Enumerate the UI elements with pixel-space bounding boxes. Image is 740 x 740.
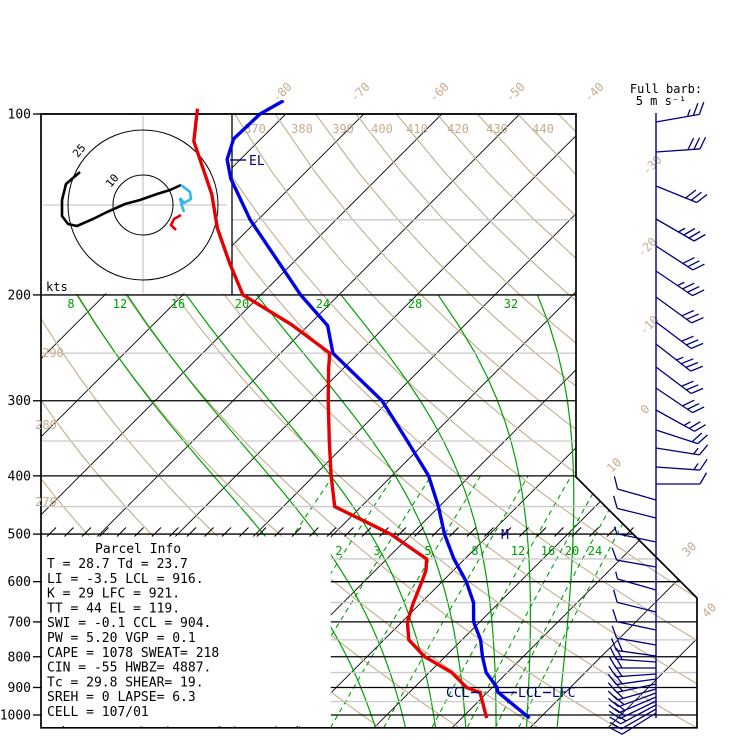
svg-text:Full barb:: Full barb: [630,82,702,96]
svg-text:8: 8 [471,544,478,558]
hodograph-mask [41,114,232,294]
svg-text:410: 410 [406,122,428,136]
svg-text:5: 5 [424,544,431,558]
full-barb-legend: Full barb:5 m s⁻¹ [630,82,702,108]
svg-text:SREH = 0 LAPSE= 6.3: SREH = 0 LAPSE= 6.3 [47,690,196,705]
svg-text:290: 290 [42,346,64,360]
parcel-info-mask [41,536,331,726]
svg-text:24: 24 [316,297,330,311]
svg-text:LFC: LFC [552,686,575,701]
svg-text:Parcel Info: Parcel Info [95,542,181,557]
svg-text:LCL: LCL [518,686,542,701]
svg-text:600: 600 [8,575,31,590]
svg-text:5 m s⁻¹: 5 m s⁻¹ [636,94,687,108]
svg-text:28: 28 [408,297,422,311]
svg-text:8: 8 [67,297,74,311]
svg-text:380: 380 [291,122,313,136]
svg-text:16: 16 [171,297,185,311]
svg-text:430: 430 [486,122,508,136]
svg-text:400: 400 [371,122,393,136]
svg-text:800: 800 [8,650,31,665]
hatch-marks-500hpa [46,527,634,537]
svg-text:2: 2 [335,544,342,558]
svg-text:SWI = -0.1 CCL = 904.: SWI = -0.1 CCL = 904. [47,616,211,631]
svg-text:TT = 44 EL = 119.: TT = 44 EL = 119. [47,601,180,616]
pressure-axis-labels: 100 200 300 400 500 600 700 800 900 1000 [0,108,31,724]
svg-text:CELL = 107/01: CELL = 107/01 [47,705,149,720]
svg-text:20: 20 [565,544,579,558]
svg-text:PW = 5.20 VGP = 0.1: PW = 5.20 VGP = 0.1 [47,631,196,646]
svg-text:3: 3 [373,544,380,558]
pressure-axis-ticks [33,113,41,716]
svg-text:12: 12 [511,544,525,558]
svg-text:400: 400 [8,469,31,484]
temperature-curve [225,100,531,720]
svg-text:300: 300 [8,394,31,409]
svg-text:500: 500 [8,528,31,543]
svg-text:270: 270 [35,495,57,509]
svg-text:K = 29 LFC = 921.: K = 29 LFC = 921. [47,587,180,602]
svg-text:390: 390 [332,122,354,136]
svg-text:CIN = -55 HWBZ= 4887.: CIN = -55 HWBZ= 4887. [47,661,211,676]
level-markers: EL CCL LCL LFC M [230,154,575,701]
svg-text:T = 28.7 Td = 23.7: T = 28.7 Td = 23.7 [47,557,188,572]
svg-text:CAPE = 1078 SWEAT= 218: CAPE = 1078 SWEAT= 218 [47,646,219,661]
svg-text:24: 24 [588,544,602,558]
svg-text:440: 440 [532,122,554,136]
svg-text:700: 700 [8,615,31,630]
svg-text:M: M [501,528,509,543]
svg-text:900: 900 [8,681,31,696]
svg-text:280: 280 [35,418,57,432]
svg-text:32: 32 [504,297,518,311]
svg-text:LI = -3.5 LCL = 916.: LI = -3.5 LCL = 916. [47,572,204,587]
svg-text:100: 100 [8,108,31,123]
svg-text:200: 200 [8,288,31,303]
svg-text:420: 420 [447,122,469,136]
chart-border [40,113,698,729]
svg-text:Tc = 29.8 SHEAR= 19.: Tc = 29.8 SHEAR= 19. [47,675,204,690]
sounding-profiles [192,100,531,720]
dewpoint-curve [192,108,489,719]
svg-text:16: 16 [541,544,555,558]
svg-text:EL: EL [249,154,265,169]
svg-text:1000: 1000 [0,709,31,724]
svg-text:20: 20 [235,297,249,311]
svg-text:12: 12 [113,297,127,311]
svg-text:CCL: CCL [446,686,470,701]
svg-text:kts: kts [46,280,68,294]
wind-barb-column [607,101,709,735]
